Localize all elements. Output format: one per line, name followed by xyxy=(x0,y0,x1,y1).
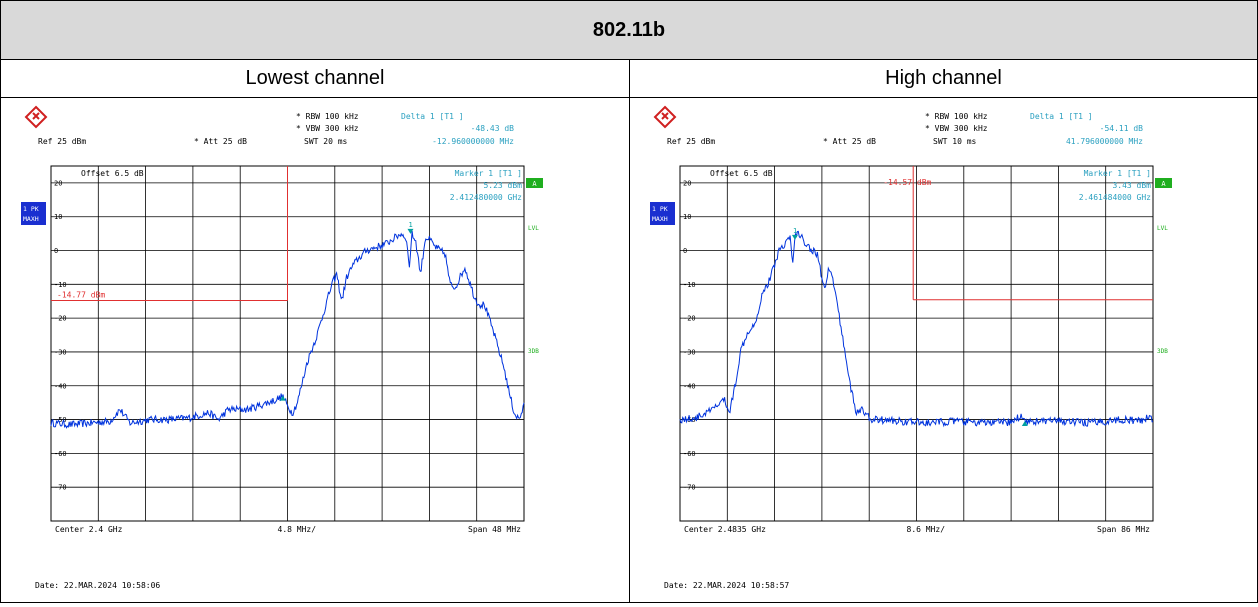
lowest-channel-heading: Lowest channel xyxy=(1,60,629,98)
y-tick-label: 10 xyxy=(683,213,691,221)
span-label: Span 48 MHz xyxy=(468,525,521,534)
delta-value: -54.11 dB xyxy=(1100,124,1144,133)
ref-label: Ref 25 dBm xyxy=(38,137,86,146)
marker-frequency: 2.412480000 GHz xyxy=(450,193,522,202)
vbw-label: * VBW 300 kHz xyxy=(925,124,988,133)
badge-top-label: 1 PK xyxy=(652,205,668,213)
y-tick-label: -40 xyxy=(54,382,67,390)
y-tick-label: -20 xyxy=(683,315,696,323)
y-tick-label: -20 xyxy=(54,315,67,323)
marker-frequency: 2.461484000 GHz xyxy=(1079,193,1151,202)
y-tick-label: 0 xyxy=(54,247,58,255)
side-lvl-label: LVL xyxy=(528,225,539,232)
marker-label: Marker 1 [T1 ] xyxy=(1084,169,1151,178)
side-lvl-label: LVL xyxy=(1157,225,1168,232)
swt-label: SWT 20 ms xyxy=(304,137,348,146)
y-tick-label: -10 xyxy=(54,281,67,289)
column-divider xyxy=(629,60,630,602)
high-channel-spectrum-plot: * RBW 100 kHz * VBW 300 kHz Ref 25 dBm * At… xyxy=(650,105,1172,590)
y-tick-label: -70 xyxy=(54,484,67,492)
limit-label: -14.57 dBm xyxy=(883,178,931,187)
table-title: 802.11b xyxy=(1,1,1257,60)
date-label: Date: 22.MAR.2024 10:58:06 xyxy=(35,581,160,590)
y-tick-label: -30 xyxy=(54,348,67,356)
y-tick-label: -50 xyxy=(683,416,696,424)
y-tick-label: 0 xyxy=(683,247,687,255)
delta-label: Delta 1 [T1 ] xyxy=(401,112,464,121)
side-a-badge xyxy=(526,178,543,188)
badge-bottom-label: MAXH xyxy=(23,215,39,223)
y-tick-label: -10 xyxy=(683,281,696,289)
delta-label: Delta 1 [T1 ] xyxy=(1030,112,1093,121)
ref-label: Ref 25 dBm xyxy=(667,137,715,146)
vbw-label: * VBW 300 kHz xyxy=(296,124,359,133)
spectrum-trace xyxy=(50,230,525,429)
date-label: Date: 22.MAR.2024 10:58:57 xyxy=(664,581,789,590)
delta-frequency: 41.796000000 MHz xyxy=(1066,137,1143,146)
division-label: 8.6 MHz/ xyxy=(907,525,946,534)
center-frequency-label: Center 2.4 GHz xyxy=(55,525,123,534)
trace-mode-badge xyxy=(650,202,675,225)
side-a-badge xyxy=(1155,178,1172,188)
y-tick-label: 20 xyxy=(683,179,691,187)
marker-label: Marker 1 [T1 ] xyxy=(455,169,522,178)
rbw-label: * RBW 100 kHz xyxy=(925,112,988,121)
marker-1-number: 1 xyxy=(408,221,412,229)
y-tick-label: 20 xyxy=(54,179,62,187)
rbw-label: * RBW 100 kHz xyxy=(296,112,359,121)
side-3db-label: 3DB xyxy=(1157,348,1168,355)
marker-1-number: 1 xyxy=(793,227,797,235)
rs-logo-icon xyxy=(653,105,677,129)
side-3db-label: 3DB xyxy=(528,348,539,355)
y-tick-label: -70 xyxy=(683,484,696,492)
lowest-channel-spectrum-plot: * RBW 100 kHz * VBW 300 kHz Ref 25 dBm * At… xyxy=(21,105,543,590)
side-a-label: A xyxy=(1161,180,1166,188)
marker-1-icon xyxy=(791,234,798,240)
rs-logo-icon xyxy=(24,105,48,129)
y-tick-label: -30 xyxy=(683,348,696,356)
offset-label: Offset 6.5 dB xyxy=(81,169,144,178)
limit-label: -14.77 dBm xyxy=(57,290,105,299)
marker-value: 5.23 dBm xyxy=(483,181,522,190)
marker-1-icon xyxy=(407,228,414,234)
swt-label: SWT 10 ms xyxy=(933,137,977,146)
delta-marker-icon xyxy=(279,395,286,401)
marker-value: 3.43 dBm xyxy=(1112,181,1151,190)
division-label: 4.8 MHz/ xyxy=(278,525,317,534)
delta-marker-icon xyxy=(1021,420,1028,426)
y-tick-label: 10 xyxy=(54,213,62,221)
plot-frame xyxy=(679,165,1154,522)
y-tick-label: -60 xyxy=(54,450,67,458)
badge-bottom-label: MAXH xyxy=(652,215,668,223)
y-tick-label: -60 xyxy=(683,450,696,458)
att-label: * Att 25 dB xyxy=(823,137,876,146)
y-tick-label: -50 xyxy=(54,416,67,424)
high-channel-panel: * RBW 100 kHz * VBW 300 kHz Ref 25 dBm * At… xyxy=(630,98,1257,602)
offset-label: Offset 6.5 dB xyxy=(710,169,773,178)
delta-frequency: -12.960000000 MHz xyxy=(432,137,514,146)
badge-top-label: 1 PK xyxy=(23,205,39,213)
att-label: * Att 25 dB xyxy=(194,137,247,146)
trace-mode-badge xyxy=(21,202,46,225)
spectrum-trace xyxy=(679,230,1154,428)
delta-value: -48.43 dB xyxy=(471,124,515,133)
side-a-label: A xyxy=(532,180,537,188)
lowest-channel-panel: * RBW 100 kHz * VBW 300 kHz Ref 25 dBm * At… xyxy=(1,98,628,602)
high-channel-heading: High channel xyxy=(630,60,1257,98)
center-frequency-label: Center 2.4835 GHz xyxy=(684,525,766,534)
span-label: Span 86 MHz xyxy=(1097,525,1150,534)
y-tick-label: -40 xyxy=(683,382,696,390)
